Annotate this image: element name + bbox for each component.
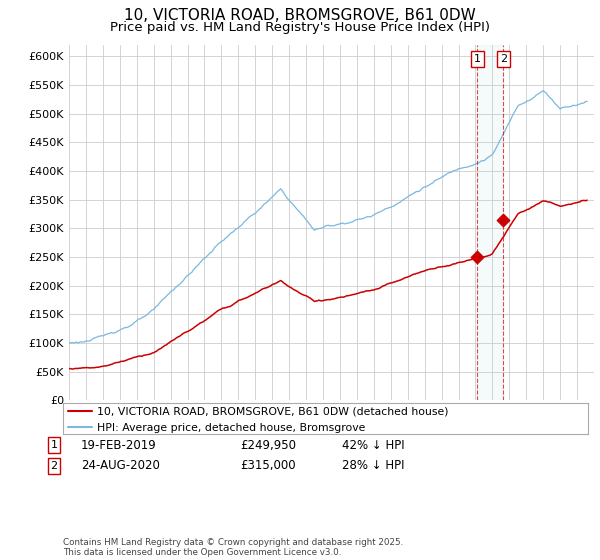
Text: 2: 2 <box>500 54 507 64</box>
Text: 1: 1 <box>50 440 58 450</box>
Text: 24-AUG-2020: 24-AUG-2020 <box>81 459 160 473</box>
Text: HPI: Average price, detached house, Bromsgrove: HPI: Average price, detached house, Brom… <box>97 423 365 433</box>
Text: 28% ↓ HPI: 28% ↓ HPI <box>342 459 404 473</box>
Bar <box>478 45 503 400</box>
Text: Contains HM Land Registry data © Crown copyright and database right 2025.
This d: Contains HM Land Registry data © Crown c… <box>63 538 403 557</box>
Text: 1: 1 <box>474 54 481 64</box>
Text: 10, VICTORIA ROAD, BROMSGROVE, B61 0DW (detached house): 10, VICTORIA ROAD, BROMSGROVE, B61 0DW (… <box>97 407 449 417</box>
Point <box>473 253 482 262</box>
Text: 2: 2 <box>50 461 58 471</box>
Text: Price paid vs. HM Land Registry's House Price Index (HPI): Price paid vs. HM Land Registry's House … <box>110 21 490 34</box>
Text: 42% ↓ HPI: 42% ↓ HPI <box>342 438 404 452</box>
Text: £315,000: £315,000 <box>240 459 296 473</box>
Text: 19-FEB-2019: 19-FEB-2019 <box>81 438 157 452</box>
Text: 10, VICTORIA ROAD, BROMSGROVE, B61 0DW: 10, VICTORIA ROAD, BROMSGROVE, B61 0DW <box>124 8 476 24</box>
Point <box>499 215 508 224</box>
Text: £249,950: £249,950 <box>240 438 296 452</box>
